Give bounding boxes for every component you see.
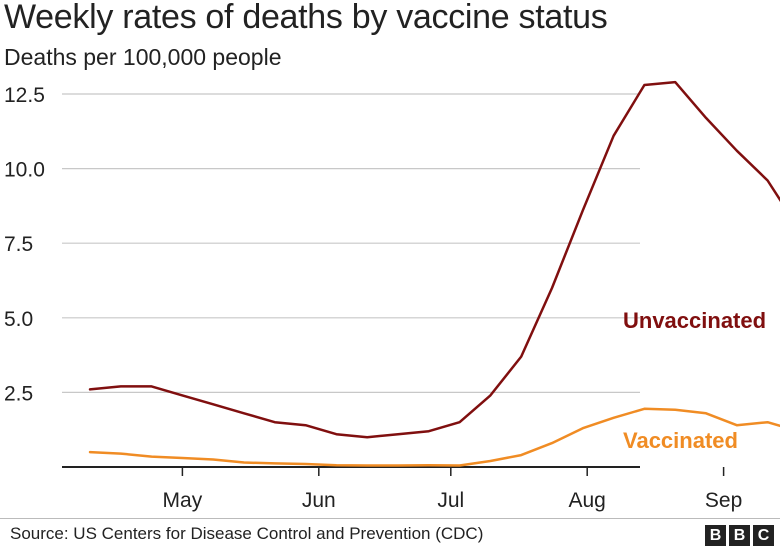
y-tick-label: 2.5 — [4, 382, 33, 405]
y-tick-label: 12.5 — [4, 84, 45, 107]
bbc-logo: B B C — [705, 525, 774, 546]
series-label-unvaccinated: Unvaccinated — [623, 308, 766, 333]
x-tick-label: May — [163, 489, 203, 512]
y-tick-label: 5.0 — [4, 308, 33, 331]
x-axis-tick-labels: MayJunJulAugSepOct — [163, 489, 743, 512]
source-note: Source: US Centers for Disease Control a… — [10, 524, 484, 543]
series-line-unvaccinated — [88, 80, 780, 439]
y-axis-tick-labels: 2.5 5.0 7.5 10.0 12.5 — [4, 84, 45, 405]
x-tick-label: Aug — [569, 489, 606, 512]
x-tick-label: Sep — [705, 489, 742, 512]
series-labels: Unvaccinated Vaccinated — [623, 308, 766, 453]
bbc-logo-letter: B — [705, 525, 726, 546]
bbc-logo-letter: C — [753, 525, 774, 546]
line-chart: 2.55.07.510.012.5 MayJunJulAugSepOct Unv… — [4, 80, 780, 512]
bbc-logo-letter: B — [729, 525, 750, 546]
series-line-vaccinated — [88, 407, 780, 467]
gridlines — [62, 93, 725, 476]
y-tick-label: 7.5 — [4, 233, 33, 256]
chart-title: Weekly rates of deaths by vaccine status — [4, 0, 608, 36]
series-label-vaccinated: Vaccinated — [623, 428, 738, 453]
footer-divider — [0, 518, 780, 519]
y-tick-label: 10.0 — [4, 159, 45, 182]
chart-subtitle: Deaths per 100,000 people — [4, 44, 282, 70]
x-tick-label: Jul — [437, 489, 464, 512]
series-lines — [88, 80, 780, 467]
x-tick-label: Jun — [302, 489, 336, 512]
